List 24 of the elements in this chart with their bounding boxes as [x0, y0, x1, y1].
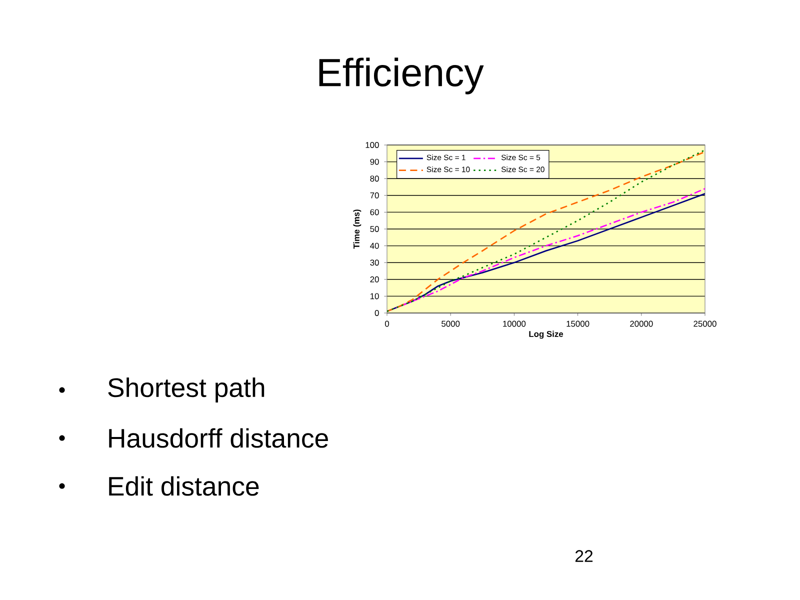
text: Edit distance [109, 476, 259, 496]
x-axis-title: Log Size [529, 330, 564, 339]
x-tick-label: 0 [384, 320, 390, 327]
chart-title: Efficiency [319, 58, 484, 94]
y-tick-label: 30 [370, 260, 379, 266]
y-tick-label: 10 [370, 293, 379, 300]
y-tick-label: 80 [370, 176, 379, 182]
x-tick-label: 20000 [630, 320, 653, 327]
x-tick-label: 15000 [566, 320, 590, 327]
y-tick-label: 50 [370, 226, 379, 232]
x-tick-label: 25000 [694, 320, 716, 327]
y-tick-label: 100 [366, 142, 379, 148]
text: 22 [575, 550, 593, 562]
y-tick-label: 60 [370, 209, 379, 216]
y-tick-label: 90 [370, 158, 379, 165]
text: Hausdorff distance [109, 428, 328, 448]
text: Shortest path [108, 378, 264, 402]
y-axis-title: Time (ms) [353, 210, 362, 249]
y-tick-label: 70 [370, 192, 379, 198]
y-tick-label: 0 [374, 310, 379, 316]
y-tick-label: 20 [370, 276, 379, 282]
y-tick-label: 40 [370, 242, 379, 249]
x-tick-label: 5000 [442, 320, 460, 327]
x-tick-label: 10000 [503, 320, 526, 327]
